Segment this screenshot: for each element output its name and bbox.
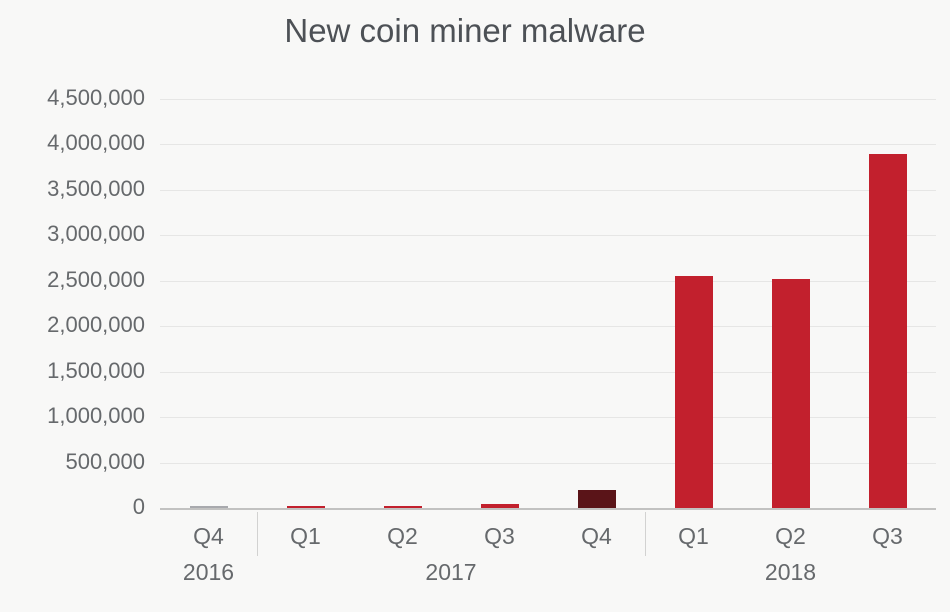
- bar: [287, 506, 325, 508]
- bar: [190, 506, 228, 508]
- bar: [772, 279, 810, 508]
- year-label: 2017: [425, 559, 477, 585]
- x-tick-label: Q2: [387, 523, 418, 549]
- year-label: 2016: [182, 559, 235, 585]
- gridline: [160, 235, 936, 236]
- gridline: [160, 417, 936, 418]
- y-tick-label: 1,500,000: [47, 358, 145, 383]
- y-tick-label: 2,500,000: [47, 267, 145, 292]
- y-tick-label: 1,000,000: [47, 403, 145, 428]
- gridline: [160, 99, 936, 100]
- gridline: [160, 190, 936, 191]
- year-group-separator: [645, 512, 646, 556]
- chart-title: New coin miner malware: [284, 12, 646, 49]
- y-tick-label: 2,000,000: [47, 312, 145, 337]
- y-tick-label: 0: [132, 494, 145, 519]
- bar: [481, 504, 519, 508]
- gridline: [160, 281, 936, 282]
- bar: [578, 490, 616, 508]
- gridline: [160, 144, 936, 145]
- y-tick-label: 4,500,000: [47, 85, 145, 110]
- y-tick-label: 4,000,000: [47, 130, 145, 155]
- x-tick-label: Q1: [678, 523, 709, 549]
- x-tick-label: Q2: [775, 523, 806, 549]
- y-tick-label: 3,500,000: [47, 176, 145, 201]
- year-group-separator: [257, 512, 258, 556]
- x-tick-label: Q4: [193, 523, 224, 549]
- x-tick-label: Q3: [484, 523, 515, 549]
- gridline: [160, 463, 936, 464]
- gridline: [160, 326, 936, 327]
- y-tick-label: 3,000,000: [47, 221, 145, 246]
- year-label: 2018: [764, 559, 817, 585]
- bar: [384, 506, 422, 508]
- gridline: [160, 372, 936, 373]
- bar: [675, 276, 713, 508]
- bar: [869, 154, 907, 508]
- y-tick-label: 500,000: [65, 449, 145, 474]
- x-tick-label: Q1: [290, 523, 321, 549]
- x-tick-label: Q3: [872, 523, 903, 549]
- x-tick-label: Q4: [581, 523, 612, 549]
- x-axis-line: [160, 508, 936, 510]
